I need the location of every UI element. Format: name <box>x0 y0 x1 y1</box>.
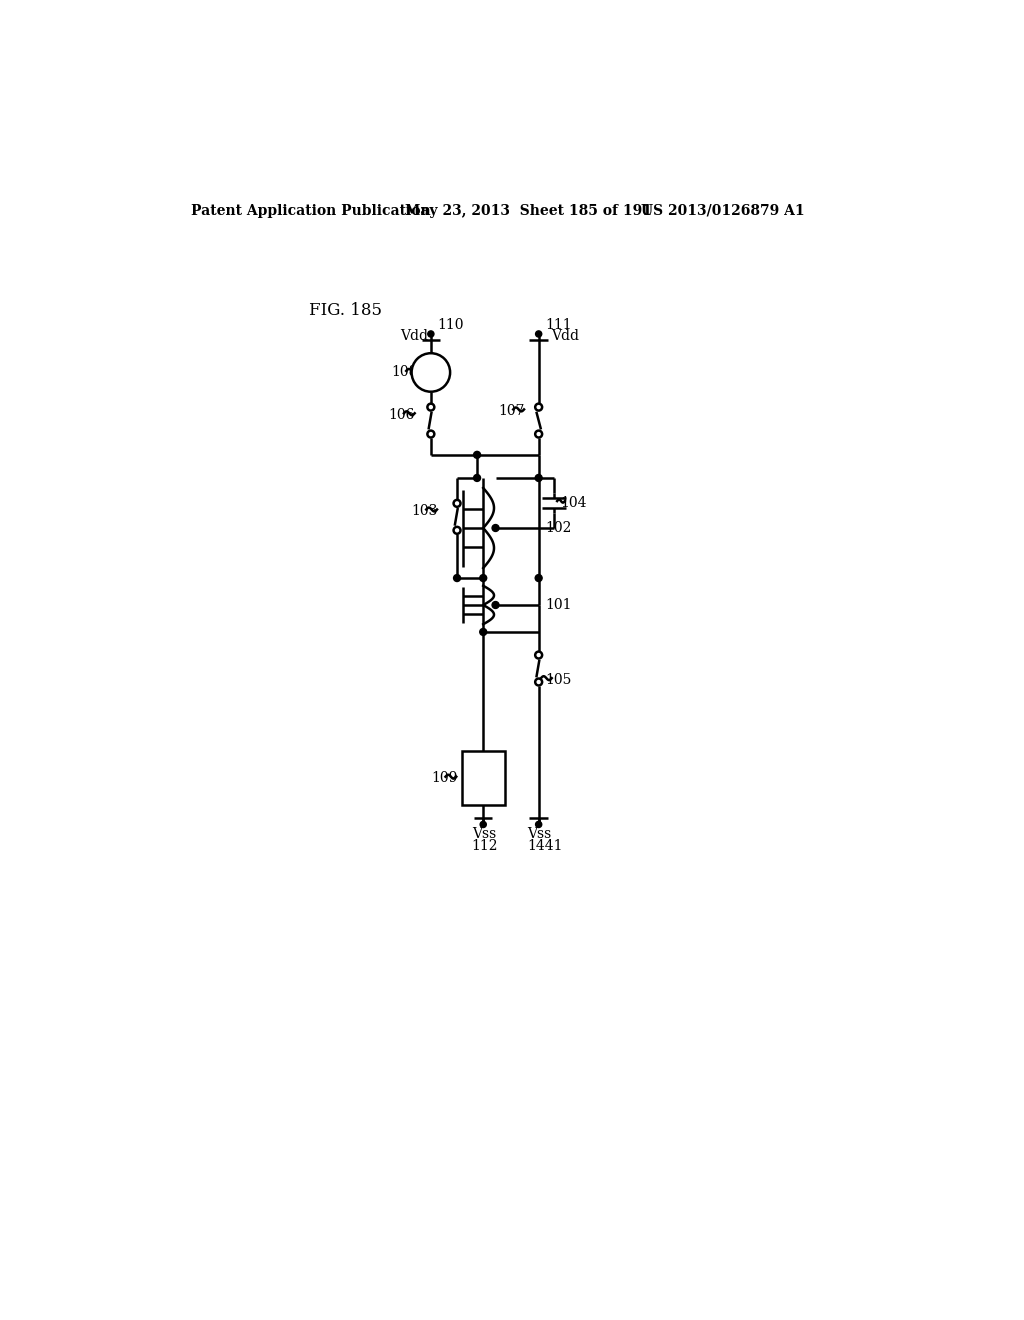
Text: FIG. 185: FIG. 185 <box>309 302 382 319</box>
Circle shape <box>493 524 499 532</box>
Circle shape <box>427 404 434 411</box>
Circle shape <box>473 451 480 458</box>
Text: Vdd: Vdd <box>400 329 428 342</box>
Text: Patent Application Publication: Patent Application Publication <box>190 203 430 218</box>
Circle shape <box>480 821 486 828</box>
Circle shape <box>428 331 434 337</box>
Circle shape <box>454 574 461 582</box>
Text: US 2013/0126879 A1: US 2013/0126879 A1 <box>641 203 805 218</box>
Circle shape <box>536 331 542 337</box>
Text: 112: 112 <box>472 840 498 853</box>
Text: 101: 101 <box>545 598 571 612</box>
Circle shape <box>473 474 480 482</box>
Text: 109: 109 <box>432 771 458 785</box>
Text: 104: 104 <box>560 495 587 510</box>
Text: 106: 106 <box>388 408 415 422</box>
Circle shape <box>536 678 542 685</box>
Circle shape <box>536 404 542 411</box>
Circle shape <box>480 628 486 635</box>
Text: 107: 107 <box>499 404 525 418</box>
Circle shape <box>536 821 542 828</box>
Circle shape <box>480 574 486 582</box>
Text: Vss: Vss <box>527 826 551 841</box>
Text: May 23, 2013  Sheet 185 of 191: May 23, 2013 Sheet 185 of 191 <box>406 203 652 218</box>
Circle shape <box>412 354 451 392</box>
Text: 105: 105 <box>545 673 571 686</box>
Text: Vss: Vss <box>472 826 496 841</box>
Bar <box>463 751 505 805</box>
Text: 111: 111 <box>545 318 571 331</box>
Circle shape <box>454 527 461 533</box>
Circle shape <box>536 430 542 437</box>
Circle shape <box>427 430 434 437</box>
Text: Vdd: Vdd <box>551 329 579 342</box>
Text: 102: 102 <box>545 521 571 535</box>
Circle shape <box>454 500 461 507</box>
Text: 110: 110 <box>437 318 464 331</box>
Text: 1441: 1441 <box>527 840 562 853</box>
Text: 103: 103 <box>411 504 437 517</box>
Circle shape <box>536 474 542 482</box>
Circle shape <box>536 652 542 659</box>
Text: 108: 108 <box>391 366 417 379</box>
Circle shape <box>493 602 499 609</box>
Circle shape <box>536 574 542 582</box>
